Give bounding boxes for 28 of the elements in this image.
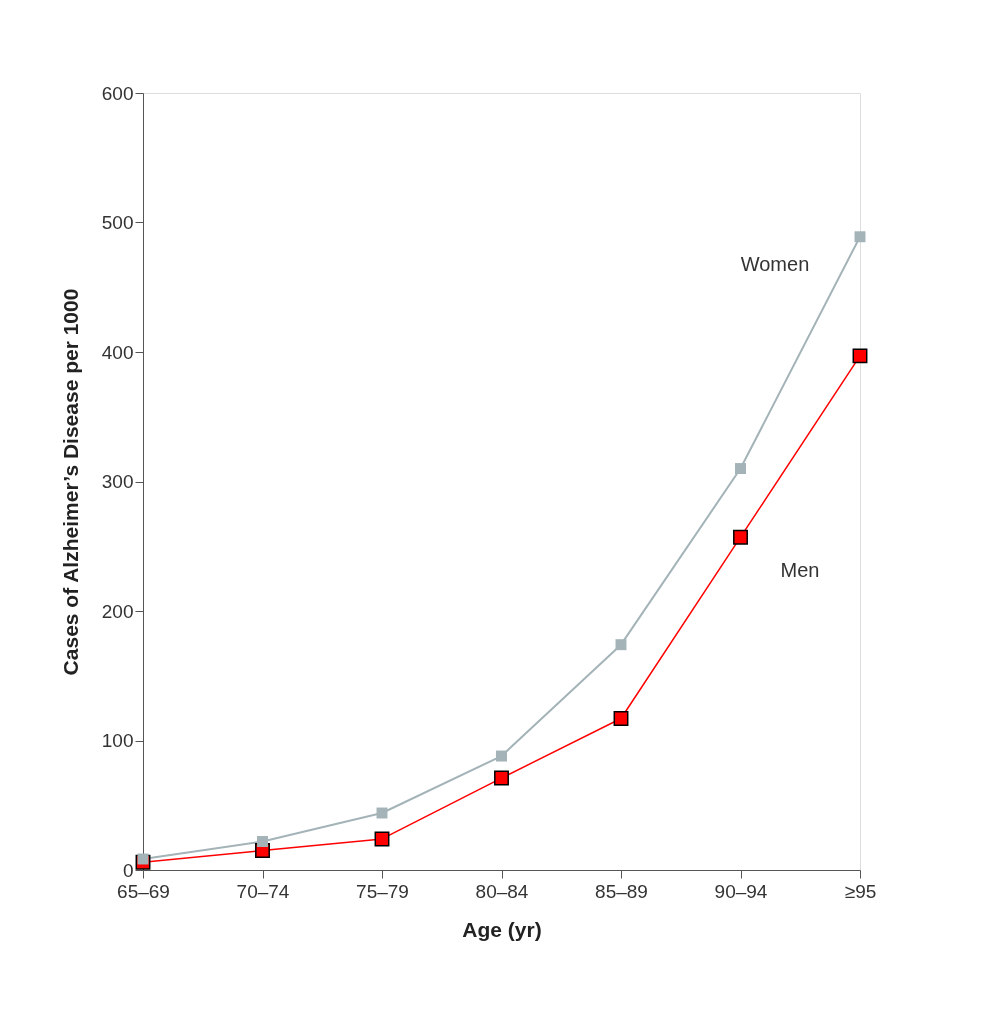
y-tick-label: 400 — [101, 341, 134, 363]
point — [733, 529, 748, 545]
x-tick-label: ≥95 — [844, 880, 877, 902]
point — [852, 348, 868, 364]
x-tick-label: 90–94 — [714, 880, 768, 902]
point — [854, 231, 866, 243]
point — [496, 750, 507, 762]
point — [735, 463, 746, 475]
x-axis-title: Age (yr) — [462, 917, 542, 941]
y-tick-label: 500 — [101, 212, 134, 233]
x-tick-label: 85–89 — [595, 880, 648, 902]
series-label: Men — [780, 558, 820, 581]
y-tick-label: 0 — [122, 859, 134, 881]
y-tick-label: 300 — [101, 471, 134, 492]
point — [613, 711, 629, 726]
point — [494, 770, 509, 786]
series-label: Women — [740, 252, 810, 275]
y-axis-title: Cases of Alzheimer’s Disease per 1000 — [58, 288, 82, 676]
point — [615, 639, 627, 651]
y-tick-label: 200 — [101, 600, 134, 622]
x-tick-label: 65–69 — [117, 880, 170, 902]
y-tick-label: 600 — [101, 82, 134, 104]
point — [257, 836, 268, 847]
point — [374, 831, 390, 847]
y-tick-label: 100 — [101, 730, 134, 751]
x-tick-label: 70–74 — [236, 880, 290, 902]
x-tick-label: 80–84 — [475, 880, 529, 902]
x-tick-label: 75–79 — [356, 880, 409, 902]
